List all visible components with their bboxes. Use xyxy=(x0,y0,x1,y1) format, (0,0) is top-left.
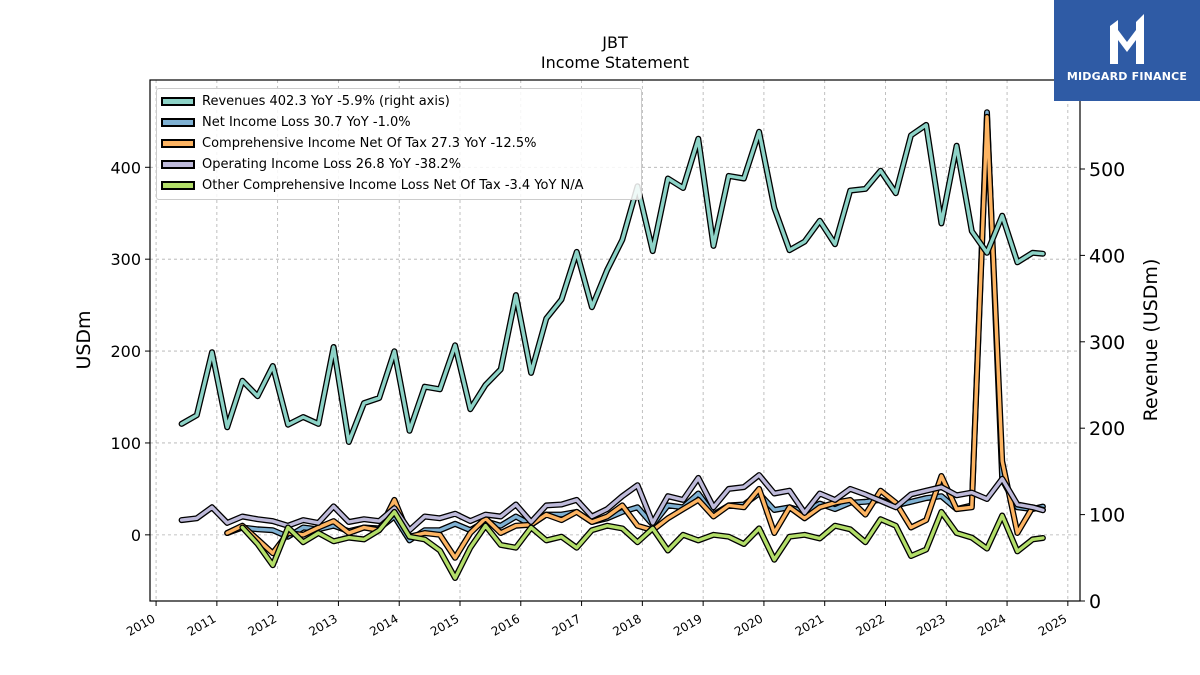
legend-swatch-comprehensive-income xyxy=(161,138,195,148)
x-tick-label: 2020 xyxy=(732,611,765,638)
legend-item: Revenues 402.3 YoY -5.9% (right axis) xyxy=(161,93,450,109)
x-tick-label: 2019 xyxy=(671,611,704,638)
y-tick-label-right: 400 xyxy=(1089,245,1125,267)
series-line-comprehensive-income-net-of-tax xyxy=(225,115,1045,560)
y-tick-label-right: 300 xyxy=(1089,332,1125,354)
y-tick-label-right: 0 xyxy=(1089,591,1101,613)
legend-swatch-operating-income xyxy=(161,159,195,169)
legend-label: Operating Income Loss 26.8 YoY -38.2% xyxy=(202,156,462,172)
x-tick-label: 2017 xyxy=(550,611,583,638)
x-tick-label: 2012 xyxy=(246,611,279,638)
y-tick-label-left: 100 xyxy=(110,434,141,453)
series-line-revenues xyxy=(179,123,1045,444)
y-tick-label-right: 500 xyxy=(1089,159,1125,181)
legend-swatch-other-comprehensive-income xyxy=(161,180,195,190)
y-axis-label-right: Revenue (USDm) xyxy=(1140,258,1162,422)
legend-item: Comprehensive Income Net Of Tax 27.3 YoY… xyxy=(161,135,536,151)
legend: Revenues 402.3 YoY -5.9% (right axis) Ne… xyxy=(156,88,642,200)
x-tick-label: 2021 xyxy=(793,611,826,638)
x-tick-label: 2016 xyxy=(489,611,522,638)
y-tick-label-right: 200 xyxy=(1089,418,1125,440)
legend-item: Operating Income Loss 26.8 YoY -38.2% xyxy=(161,156,461,172)
midgard-logo-icon xyxy=(1110,14,1144,64)
legend-item: Other Comprehensive Income Loss Net Of T… xyxy=(161,177,584,193)
y-tick-label-left: 300 xyxy=(110,250,141,269)
chart-title: JBT xyxy=(602,33,628,52)
chart-subtitle: Income Statement xyxy=(540,53,690,72)
y-tick-label-left: 200 xyxy=(110,342,141,361)
x-tick-label: 2011 xyxy=(185,611,218,638)
x-tick-label: 2024 xyxy=(975,611,1008,638)
legend-item: Net Income Loss 30.7 YoY -1.0% xyxy=(161,114,411,130)
series-lines xyxy=(178,109,1046,581)
x-tick-label: 2023 xyxy=(914,611,947,638)
x-tick-label: 2025 xyxy=(1036,611,1069,638)
legend-label: Net Income Loss 30.7 YoY -1.0% xyxy=(202,114,411,130)
legend-label: Revenues 402.3 YoY -5.9% (right axis) xyxy=(202,93,450,109)
legend-swatch-net-income xyxy=(161,117,195,127)
brand-logo: MIDGARD FINANCE xyxy=(1054,0,1200,101)
y-axis-label-left: USDm xyxy=(73,310,95,370)
x-tick-label: 2018 xyxy=(610,611,643,638)
y-tick-label-left: 400 xyxy=(110,158,141,177)
x-tick-label: 2013 xyxy=(306,611,339,638)
y-tick-label-right: 100 xyxy=(1089,505,1125,527)
legend-swatch-revenues xyxy=(161,96,195,106)
y-axis-right: 0 100 200 300 400 500 xyxy=(1080,159,1125,613)
legend-label: Comprehensive Income Net Of Tax 27.3 YoY… xyxy=(202,135,537,151)
series-line-operating-income-loss xyxy=(179,473,1045,532)
y-tick-label-left: 0 xyxy=(131,526,141,545)
series-line-other-comprehensive-income-loss-net-of-tax xyxy=(240,510,1045,580)
brand-name: MIDGARD FINANCE xyxy=(1066,70,1188,83)
x-tick-label: 2022 xyxy=(854,611,887,638)
x-tick-label: 2010 xyxy=(124,611,157,638)
legend-label: Other Comprehensive Income Loss Net Of T… xyxy=(202,177,584,193)
x-axis: 2010 2011 2012 2013 2014 2015 2016 2017 2018 2019… xyxy=(124,601,1069,639)
plot-frame xyxy=(149,79,1081,602)
y-axis-left: 0 100 200 300 400 xyxy=(110,158,150,545)
x-tick-label: 2015 xyxy=(428,611,461,638)
x-tick-label: 2014 xyxy=(367,611,400,638)
